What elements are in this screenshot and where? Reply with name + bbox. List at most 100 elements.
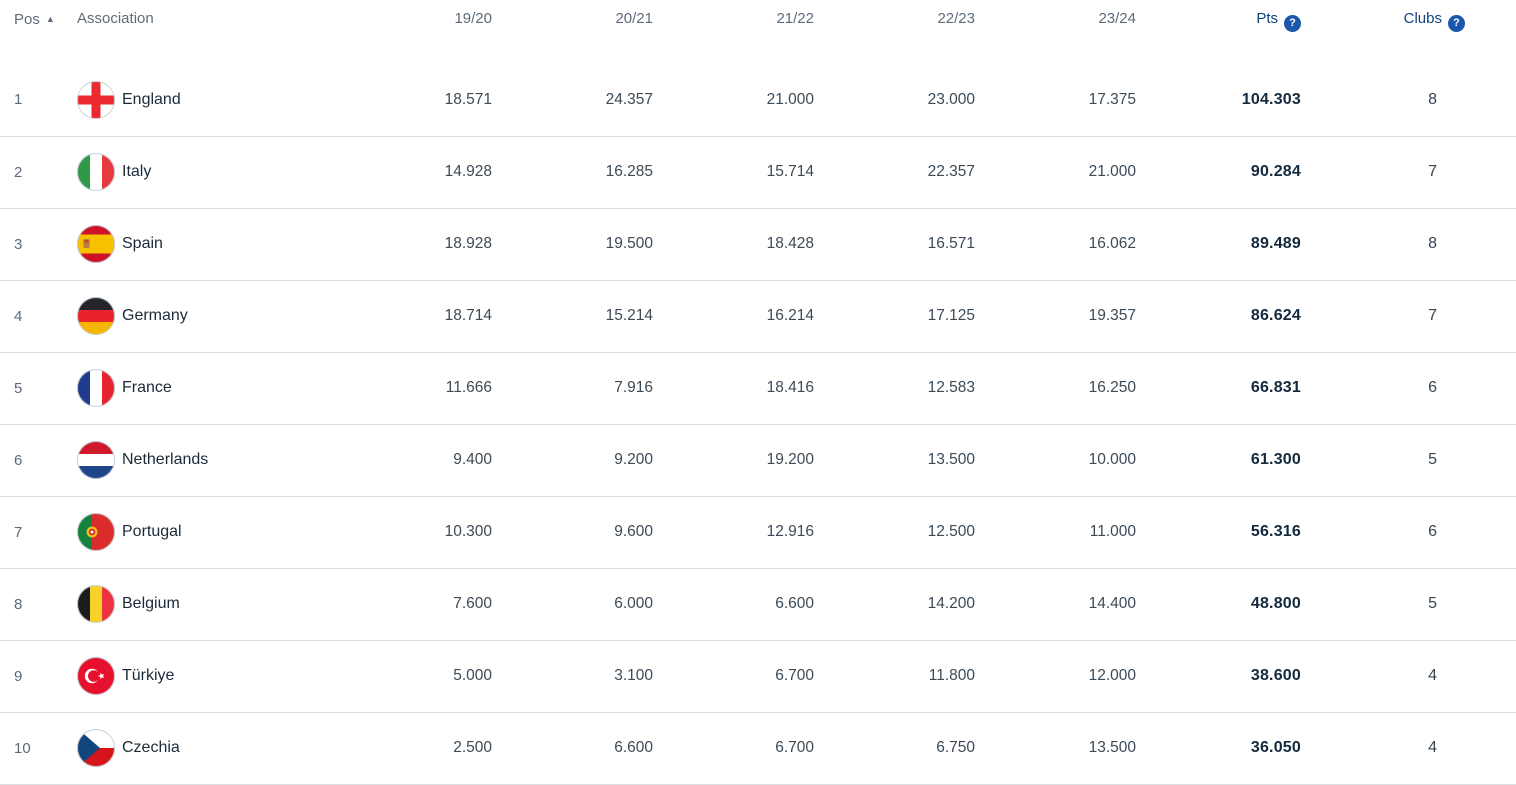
association-name: Portugal — [122, 523, 182, 540]
table-row-france[interactable]: 5 France 11.666 7.916 18.416 12.583 16.2… — [0, 352, 1516, 424]
association-name: England — [122, 90, 181, 108]
association-cell[interactable]: Italy — [60, 136, 280, 208]
season-19-20-cell: 18.928 — [444, 235, 492, 252]
association-name: Türkiye — [122, 667, 175, 684]
season-20-21-cell: 6.600 — [614, 739, 653, 756]
table-row-portugal[interactable]: 7 Portugal 10.300 9.600 12.916 12.500 11… — [0, 496, 1516, 568]
pos-cell: 8 — [14, 595, 23, 613]
season-header-23-24[interactable]: 23/24 — [1098, 10, 1136, 27]
clubs-cell: 4 — [1428, 667, 1437, 684]
flag-belgium-icon — [77, 585, 115, 623]
clubs-help-icon[interactable]: ? — [1448, 15, 1465, 32]
season-21-22-cell: 18.428 — [766, 235, 814, 252]
pts-cell: 56.316 — [1250, 523, 1301, 540]
pts-cell: 66.831 — [1250, 379, 1301, 396]
season-header-21-22[interactable]: 21/22 — [776, 10, 814, 27]
season-21-22-cell: 15.714 — [766, 163, 814, 180]
season-21-22-cell: 21.000 — [766, 90, 814, 108]
table-header-row: Pos ▲ Association 19/20 20/21 21/22 22/23… — [0, 0, 1516, 64]
pos-cell: 1 — [14, 91, 23, 109]
season-22-23-cell: 11.800 — [928, 667, 975, 684]
table-row-turkiye[interactable]: 9 Türkiye 5.000 3.100 6.700 11.800 12.00… — [0, 640, 1516, 712]
table-row-italy[interactable]: 2 Italy 14.928 16.285 15.714 22.357 21.0… — [0, 136, 1516, 208]
pos-cell: 4 — [14, 307, 23, 325]
season-19-20-cell: 18.571 — [444, 90, 492, 108]
season-19-20-cell: 5.000 — [453, 667, 492, 684]
season-23-24-cell: 12.000 — [1088, 667, 1136, 684]
clubs-cell: 8 — [1428, 90, 1437, 108]
flag-netherlands-icon — [77, 441, 115, 479]
flag-france-icon — [77, 369, 115, 407]
association-header[interactable]: Association — [77, 10, 154, 27]
season-21-22-cell: 19.200 — [766, 451, 814, 468]
association-name: France — [122, 379, 172, 396]
season-23-24-cell: 21.000 — [1088, 163, 1136, 180]
pos-header[interactable]: Pos ▲ — [0, 0, 60, 64]
pts-help-icon[interactable]: ? — [1284, 15, 1301, 32]
season-header-20-21[interactable]: 20/21 — [615, 10, 653, 27]
clubs-header[interactable]: Clubs? — [1309, 0, 1516, 64]
pos-cell: 10 — [14, 739, 31, 757]
pos-cell: 9 — [14, 667, 23, 685]
association-cell[interactable]: Belgium — [60, 568, 280, 640]
pts-cell: 38.600 — [1250, 667, 1301, 684]
clubs-cell: 6 — [1428, 379, 1437, 396]
season-20-21-cell: 15.214 — [605, 307, 653, 324]
pts-cell: 48.800 — [1250, 595, 1301, 612]
clubs-cell: 8 — [1428, 235, 1437, 252]
pos-cell: 7 — [14, 523, 23, 541]
flag-england-icon — [77, 80, 115, 119]
association-name: Italy — [122, 163, 152, 180]
association-cell[interactable]: Portugal — [60, 496, 280, 568]
season-19-20-cell: 10.300 — [444, 523, 492, 540]
season-20-21-cell: 16.285 — [605, 163, 653, 180]
pts-header-label: Pts — [1256, 10, 1278, 27]
association-cell[interactable]: England — [60, 64, 280, 136]
association-cell[interactable]: Spain — [60, 208, 280, 280]
association-cell[interactable]: Netherlands — [60, 424, 280, 496]
season-23-24-cell: 14.400 — [1088, 595, 1136, 612]
association-cell[interactable]: Germany — [60, 280, 280, 352]
pts-header[interactable]: Pts? — [1144, 0, 1309, 64]
pts-cell: 36.050 — [1250, 739, 1301, 756]
season-22-23-cell: 23.000 — [927, 90, 975, 108]
association-cell[interactable]: France — [60, 352, 280, 424]
flag-czechia-icon — [77, 729, 115, 767]
flag-spain-icon — [77, 225, 115, 263]
table-row-belgium[interactable]: 8 Belgium 7.600 6.000 6.600 14.200 14.40… — [0, 568, 1516, 640]
season-23-24-cell: 11.000 — [1089, 523, 1136, 540]
association-cell[interactable]: Czechia — [60, 712, 280, 784]
clubs-cell: 5 — [1428, 595, 1437, 612]
association-name: Czechia — [122, 739, 180, 756]
season-20-21-cell: 7.916 — [614, 379, 653, 396]
season-22-23-cell: 16.571 — [927, 235, 975, 252]
season-19-20-cell: 11.666 — [445, 379, 492, 396]
table-row-germany[interactable]: 4 Germany 18.714 15.214 16.214 17.125 19… — [0, 280, 1516, 352]
association-name: Netherlands — [122, 451, 209, 468]
season-23-24-cell: 16.250 — [1088, 379, 1136, 396]
season-20-21-cell: 3.100 — [614, 667, 653, 684]
season-20-21-cell: 9.600 — [614, 523, 653, 540]
pts-cell: 86.624 — [1250, 307, 1301, 324]
season-23-24-cell: 16.062 — [1088, 235, 1136, 252]
flag-portugal-icon — [77, 513, 115, 551]
table-row-netherlands[interactable]: 6 Netherlands 9.400 9.200 19.200 13.500 … — [0, 424, 1516, 496]
association-name: Spain — [122, 235, 163, 252]
clubs-header-label: Clubs — [1403, 10, 1442, 27]
season-20-21-cell: 9.200 — [614, 451, 653, 468]
season-header-19-20[interactable]: 19/20 — [454, 10, 492, 27]
season-23-24-cell: 13.500 — [1088, 739, 1136, 756]
table-row-spain[interactable]: 3 Spain 18.928 19.500 18.428 16.571 16.0… — [0, 208, 1516, 280]
season-22-23-cell: 6.750 — [936, 739, 975, 756]
season-22-23-cell: 17.125 — [927, 307, 975, 324]
season-22-23-cell: 13.500 — [927, 451, 975, 468]
season-19-20-cell: 9.400 — [453, 451, 492, 468]
flag-italy-icon — [77, 153, 115, 191]
table-row-england[interactable]: 1 England 18.571 24.357 21.000 23.000 17… — [0, 64, 1516, 136]
season-23-24-cell: 17.375 — [1088, 90, 1136, 108]
table-row-czechia[interactable]: 10 Czechia 2.500 6.600 6.700 6.750 13.50… — [0, 712, 1516, 784]
association-cell[interactable]: Türkiye — [60, 640, 280, 712]
season-22-23-cell: 14.200 — [927, 595, 975, 612]
clubs-cell: 7 — [1428, 163, 1437, 180]
season-header-22-23[interactable]: 22/23 — [937, 10, 975, 27]
